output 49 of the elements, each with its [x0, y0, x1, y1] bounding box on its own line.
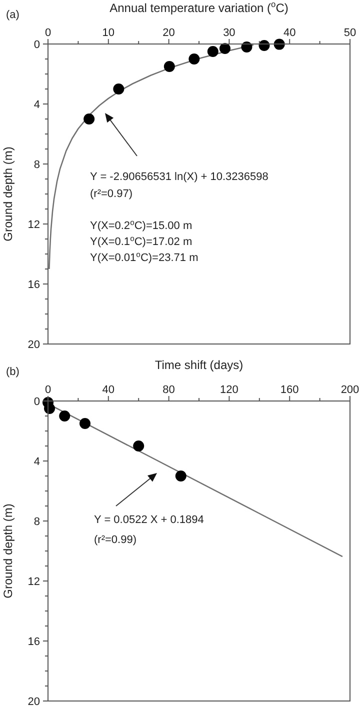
y-tick-label: 8 [34, 516, 40, 528]
y-tick-label: 20 [28, 696, 40, 707]
y-tick-label: 20 [28, 339, 40, 351]
y-tick-label: 4 [34, 99, 40, 111]
x-tick-label: 160 [280, 384, 299, 396]
y-axis-title: Ground depth (m) [1, 504, 15, 598]
point [133, 440, 144, 452]
x-tick-label: 80 [162, 384, 175, 396]
text: (b) [6, 366, 20, 378]
x-tick-label: 200 [340, 384, 360, 396]
y-tick-label: 12 [28, 219, 40, 231]
x-tick-label: 40 [102, 384, 115, 396]
annotation: Y(X=0.01$^{o}$C)=23.71 m [90, 250, 198, 264]
annotation: Y(X=0.2$^{o}$C)=15.00 m [90, 218, 192, 232]
point [241, 42, 252, 52]
annotation: Y(X=0.1$^{o}$C)=17.02 m [90, 234, 192, 248]
annotation: (r²=0.97) [90, 188, 132, 200]
x-tick-label: 0 [44, 27, 52, 39]
annotation: Y = -2.90656531 ln(X) + 10.3236598 [90, 171, 268, 183]
x-tick-label: 20 [162, 27, 175, 39]
annotation: (r²=0.99) [94, 534, 136, 546]
x-tick-label: 30 [223, 27, 236, 39]
x-tick-label: 0 [44, 384, 52, 396]
point [84, 114, 95, 124]
point [59, 410, 70, 422]
x-tick-label: 120 [220, 384, 238, 396]
y-tick-label: 4 [34, 456, 40, 468]
point [258, 40, 270, 51]
point [113, 84, 124, 94]
point [219, 43, 230, 54]
point [79, 418, 90, 429]
y-tick-label: 8 [34, 159, 40, 171]
annotation: Y = 0.0522 X + 0.1894 [94, 514, 204, 526]
y-tick-label: 16 [28, 636, 40, 648]
x-axis-title: Annual temperature variation ($^{o}$C) [110, 0, 288, 15]
text: (a) [6, 9, 20, 21]
point [207, 46, 218, 57]
y-tick-label: 0 [34, 39, 40, 51]
point [164, 61, 175, 72]
y-tick-label: 0 [34, 396, 40, 408]
y-tick-label: 12 [28, 576, 40, 588]
y-tick-label: 16 [28, 279, 40, 291]
x-tick-label: 40 [283, 27, 296, 39]
x-tick-label: 50 [344, 27, 356, 39]
point [175, 470, 186, 482]
x-tick-label: 10 [102, 27, 115, 39]
y-axis-title: Ground depth (m) [1, 146, 15, 242]
x-axis-title: Time shift (days) [154, 358, 244, 372]
point [188, 54, 200, 64]
